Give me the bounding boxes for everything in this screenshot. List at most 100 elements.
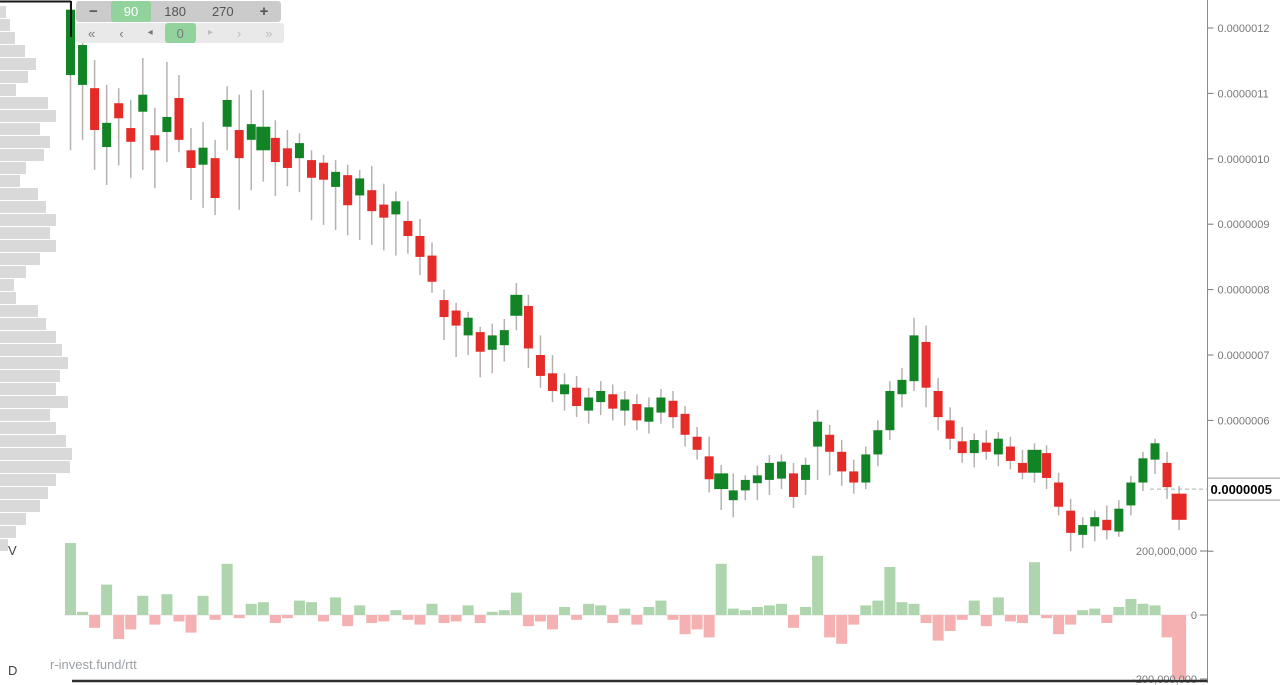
candle-wick	[202, 122, 204, 208]
volume-bar	[281, 615, 293, 619]
volume-bar	[848, 615, 860, 625]
period-180-button[interactable]: 180	[151, 1, 199, 22]
candle	[596, 390, 606, 403]
volume-bar	[763, 605, 775, 615]
candle	[439, 300, 449, 318]
volume-bar	[571, 615, 583, 620]
profile-bar	[0, 331, 56, 343]
profile-bar	[0, 448, 72, 460]
volume-bar	[233, 615, 245, 619]
candle	[282, 148, 292, 168]
volume-bar	[715, 563, 727, 615]
volume-bar	[968, 600, 980, 615]
profile-bar	[0, 97, 48, 109]
candle	[813, 421, 823, 447]
profile-bar	[0, 162, 26, 174]
candle	[1005, 446, 1015, 461]
profile-bar	[0, 409, 50, 421]
nav-forward-button[interactable]: ▸	[196, 23, 225, 43]
candle	[355, 178, 365, 196]
nav-fast-back-button[interactable]: ‹	[107, 23, 135, 43]
nav-last-button[interactable]: »	[253, 23, 284, 43]
candle	[873, 430, 883, 455]
volume-bar	[559, 607, 571, 615]
profile-bar	[0, 253, 40, 265]
volume-bar	[583, 603, 595, 615]
volume-bar	[534, 615, 546, 622]
candle	[391, 201, 401, 215]
profile-bar	[0, 461, 70, 473]
current-price-marker: 0.0000005	[1150, 477, 1280, 501]
volume-bar	[342, 615, 354, 627]
volume-bar	[920, 615, 932, 623]
nav-first-button[interactable]: «	[76, 23, 107, 43]
profile-bar	[0, 175, 20, 187]
profile-bar	[0, 6, 6, 18]
volume-bar	[908, 603, 920, 615]
volume-bar	[739, 610, 751, 615]
volume-bar	[125, 615, 137, 630]
candle	[1162, 462, 1172, 488]
candle	[186, 150, 196, 168]
candle	[861, 454, 871, 483]
candle	[1078, 525, 1088, 535]
price-axis[interactable]: 0.0000012 0.0000011 0.0000010 0.0000009 0.00…	[1207, 0, 1270, 683]
candle	[294, 143, 304, 159]
volume-bar	[788, 615, 799, 628]
volume-bar	[450, 615, 462, 622]
candle-wick	[166, 62, 168, 163]
profile-bar	[0, 370, 60, 382]
volume-bar	[330, 597, 342, 615]
candle	[584, 397, 594, 411]
volume-bar	[354, 605, 366, 615]
zoom-in-button[interactable]: +	[247, 1, 282, 22]
candle	[114, 103, 124, 119]
candle	[307, 160, 316, 178]
candle	[451, 310, 461, 326]
period-90-button[interactable]: 90	[110, 1, 152, 22]
candle	[668, 400, 678, 418]
profile-bar	[0, 422, 56, 434]
period-270-button[interactable]: 270	[199, 1, 247, 22]
nav-current-button[interactable]: 0	[164, 23, 196, 43]
volume-bar	[402, 615, 414, 620]
candle	[921, 341, 931, 388]
volume-bar	[101, 584, 113, 615]
volume-bar	[1029, 562, 1040, 615]
nav-fast-forward-button[interactable]: ›	[225, 23, 253, 43]
candle	[78, 45, 88, 85]
volume-bar	[872, 600, 884, 615]
current-price-box	[1208, 478, 1280, 501]
candle	[1027, 449, 1042, 473]
volume-bar	[438, 615, 450, 623]
candle-wick	[310, 150, 313, 221]
volume-bar	[980, 615, 992, 627]
volume-bar	[667, 615, 679, 620]
profile-bar	[0, 344, 62, 356]
volume-axis[interactable]: 200,000,000 0 -200,000,000	[1132, 546, 1208, 685]
volume-bar	[89, 615, 101, 628]
candle	[837, 451, 847, 472]
candle	[969, 440, 979, 454]
volume-bar	[992, 597, 1004, 615]
profile-bar	[0, 136, 50, 148]
volume-bar	[1041, 615, 1053, 619]
volume-bar	[1053, 615, 1065, 635]
volume-bar	[522, 615, 534, 627]
profile-bar	[0, 19, 10, 31]
profile-bar	[0, 305, 38, 317]
volume-bars	[64, 543, 1200, 679]
candle	[1126, 482, 1136, 506]
candle	[499, 330, 509, 346]
volume-bar	[655, 600, 667, 615]
candle	[1042, 453, 1052, 478]
candle	[885, 390, 895, 431]
volume-bar	[944, 615, 956, 631]
candle	[945, 420, 955, 439]
candle	[548, 373, 557, 391]
zoom-out-button[interactable]: −	[76, 1, 111, 22]
nav-back-button[interactable]: ◂	[136, 23, 165, 43]
candle	[714, 473, 729, 490]
candle	[957, 441, 967, 454]
